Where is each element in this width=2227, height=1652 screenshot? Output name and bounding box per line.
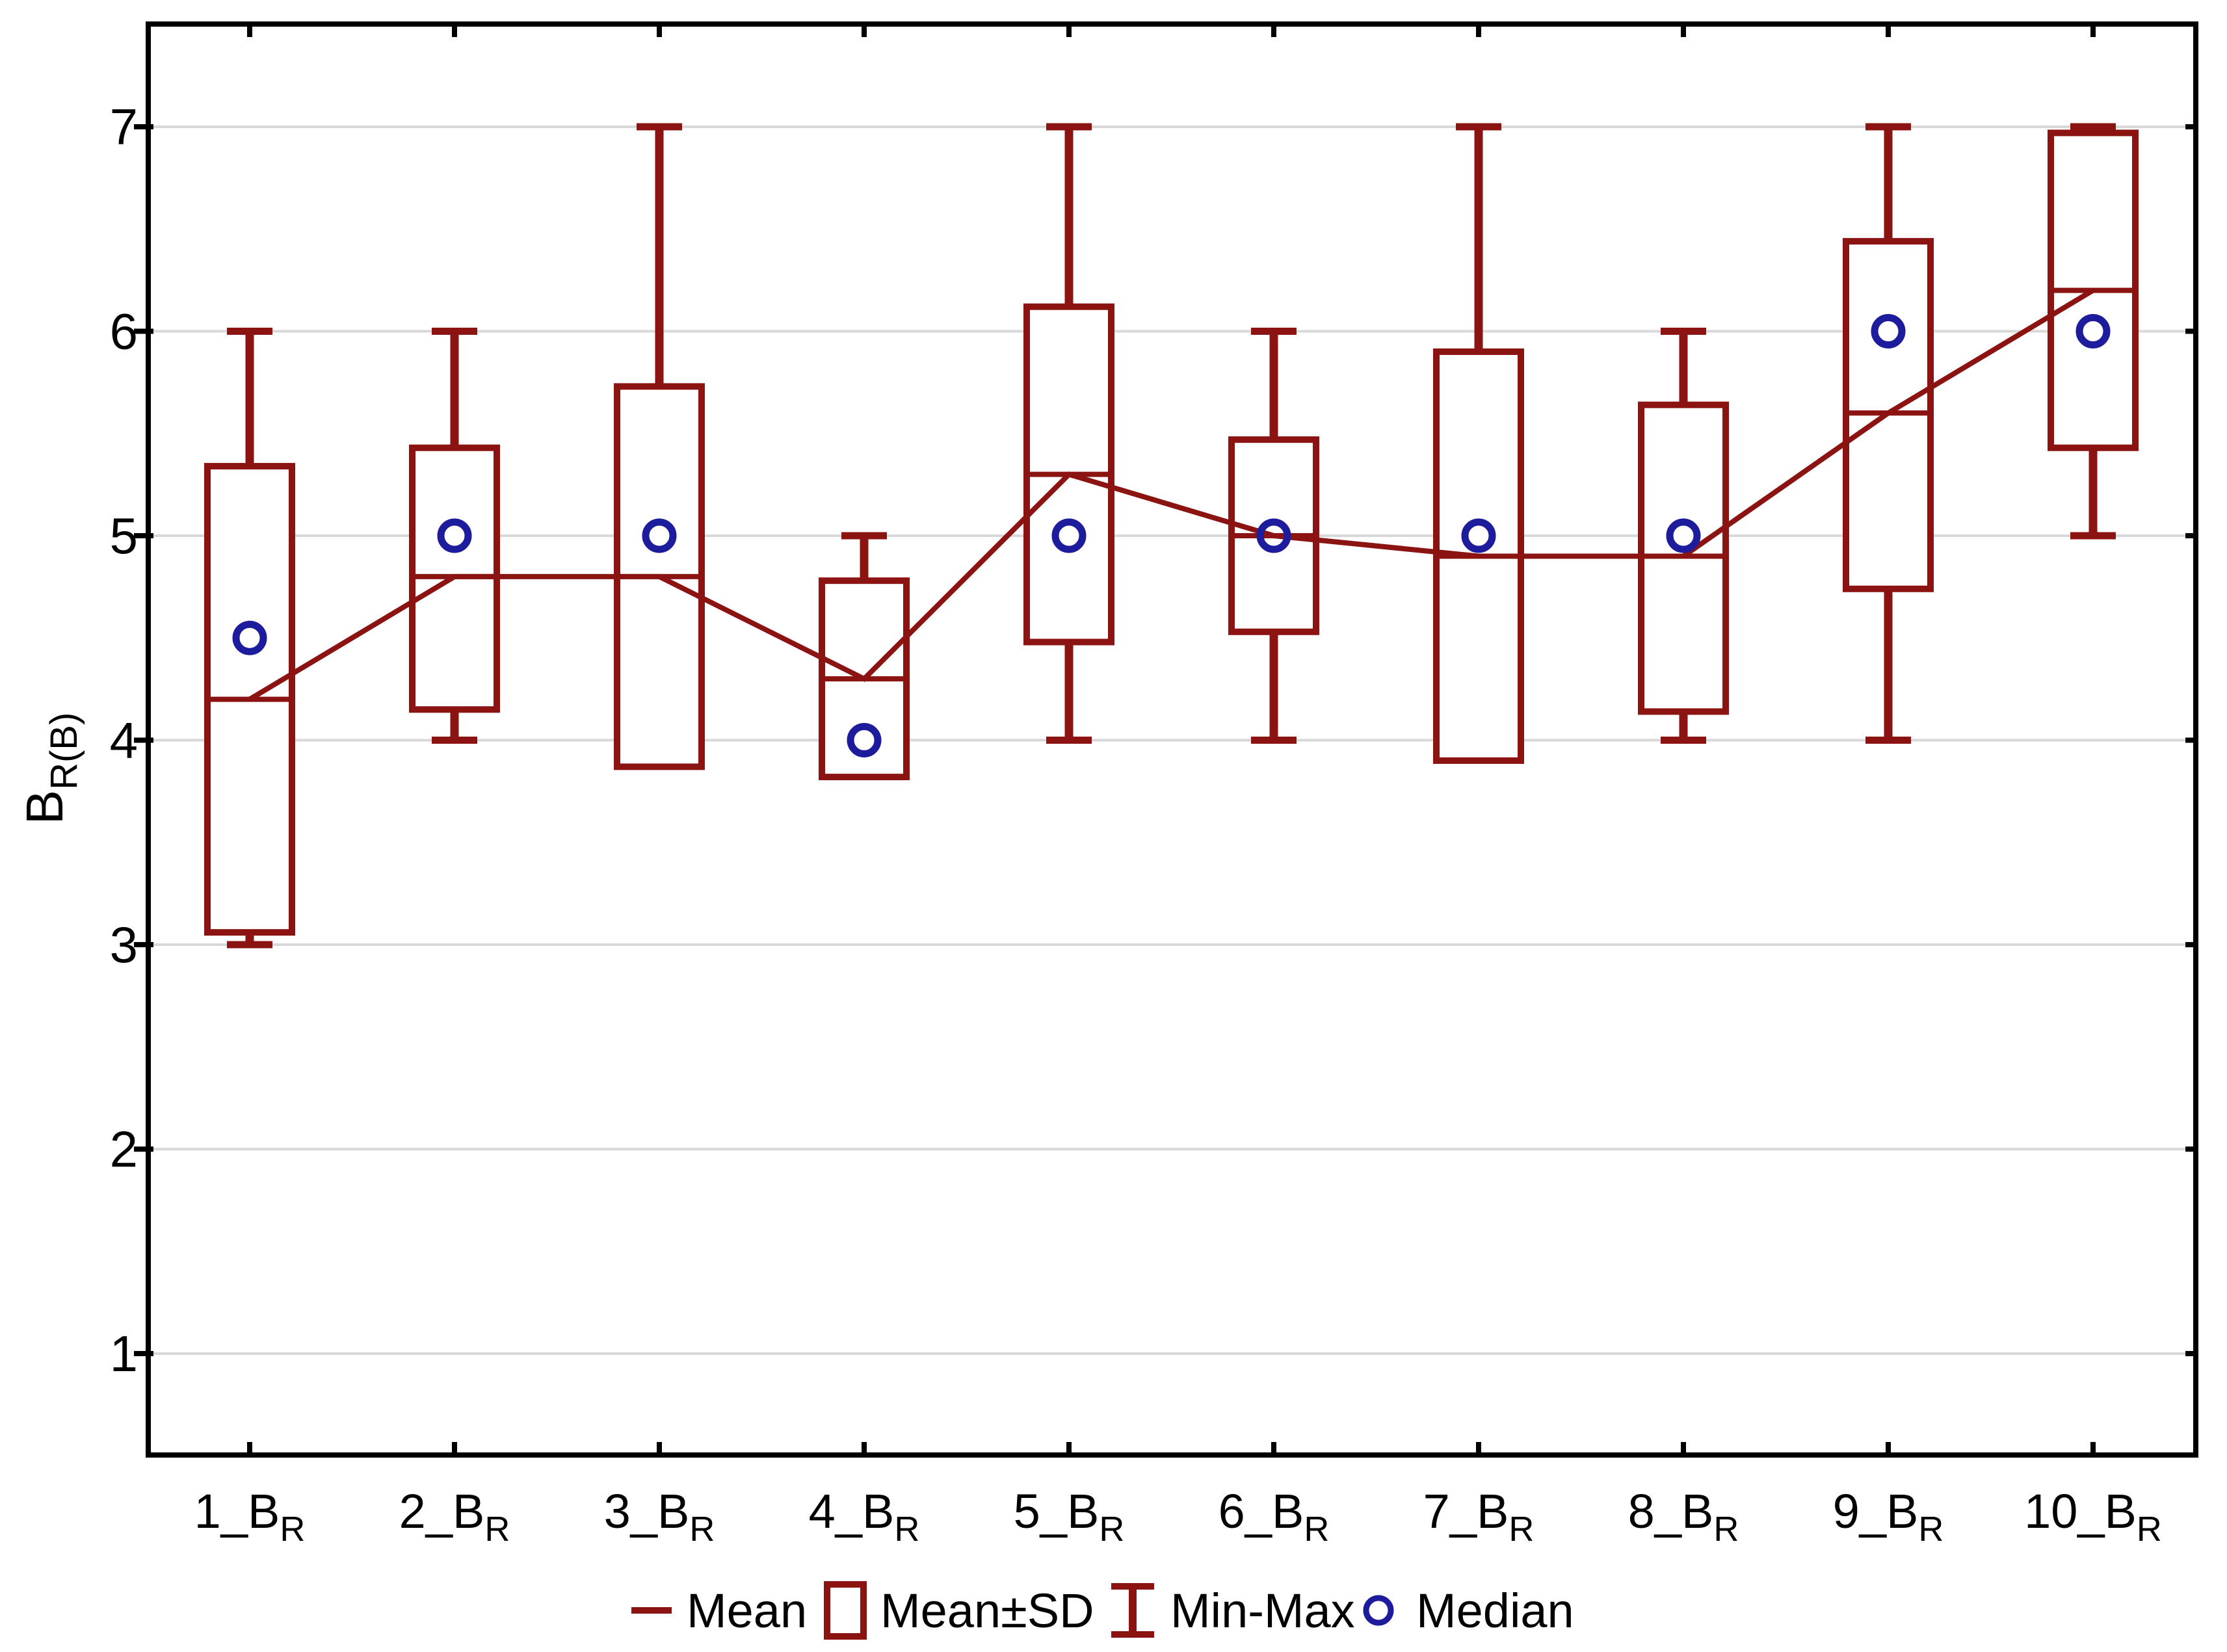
y-tick-label-2: 2 — [110, 1121, 138, 1178]
median-marker-2_B_R — [437, 518, 472, 553]
whisker-7_B_R — [1456, 123, 1501, 361]
legend-item-median-circle: Median — [1363, 1584, 1574, 1638]
median-marker-4_B_R — [847, 723, 882, 757]
legend-item-mean-sd-box: Mean±SD — [824, 1581, 1094, 1640]
x-tick-label-8_B_R: 8_BR — [1628, 1484, 1739, 1549]
median-circle-icon — [1363, 1595, 1394, 1626]
legend-label: Mean — [687, 1584, 807, 1638]
mean-sd-box-icon — [824, 1581, 867, 1640]
median-marker-6_B_R — [1256, 518, 1291, 553]
y-tick-label-6: 6 — [110, 303, 138, 360]
median-marker-3_B_R — [642, 518, 677, 553]
x-tick-label-2_B_R: 2_BR — [399, 1484, 510, 1549]
median-marker-1_B_R — [232, 620, 267, 655]
x-tick-label-10_B_R: 10_BR — [2024, 1484, 2162, 1549]
median-marker-9_B_R — [1871, 314, 1906, 348]
median-marker-8_B_R — [1666, 518, 1701, 553]
x-tick-label-1_B_R: 1_BR — [194, 1484, 306, 1549]
whisker-9_B_R — [1865, 123, 1911, 744]
legend-item-min-max-whisker: Min-Max — [1111, 1583, 1355, 1638]
y-tick-label-5: 5 — [110, 507, 138, 564]
legend-item-mean-line: Mean — [631, 1584, 807, 1638]
y-axis-title: BR(B) — [16, 713, 85, 825]
whisker-3_B_R — [637, 123, 682, 397]
y-tick-labels-group: 1 2 3 4 5 6 7 — [110, 98, 138, 1382]
x-tick-label-6_B_R: 6_BR — [1219, 1484, 1330, 1549]
x-tick-label-4_B_R: 4_BR — [809, 1484, 920, 1549]
whisker-6_B_R — [1251, 328, 1297, 744]
median-marker-7_B_R — [1461, 518, 1496, 553]
whisker-2_B_R — [432, 328, 477, 744]
x-tick-label-7_B_R: 7_BR — [1423, 1484, 1535, 1549]
y-tick-label-1: 1 — [110, 1325, 138, 1382]
y-tick-label-3: 3 — [110, 916, 138, 973]
x-tick-label-9_B_R: 9_BR — [1833, 1484, 1944, 1549]
median-markers-group — [232, 314, 2111, 757]
legend-label: Median — [1416, 1584, 1574, 1638]
x-tick-label-5_B_R: 5_BR — [1014, 1484, 1125, 1549]
mean-connecting-line — [248, 288, 2095, 702]
whisker-5_B_R — [1046, 123, 1092, 744]
x-tick-labels-group: 1_BR 2_BR 3_BR 4_BR 5_BR 6_BR 7_BR 8_BR 9_BR 10_B… — [194, 1484, 2162, 1549]
legend-label: Min-Max — [1170, 1584, 1355, 1638]
legend: Mean Mean±SD Min-Max Median — [631, 1581, 1574, 1640]
legend-label: Mean±SD — [880, 1584, 1094, 1638]
y-tick-label-4: 4 — [110, 712, 138, 769]
mean-markers-group — [207, 287, 2135, 702]
x-tick-label-3_B_R: 3_BR — [604, 1484, 715, 1549]
y-tick-label-7: 7 — [110, 98, 138, 155]
median-marker-10_B_R — [2075, 314, 2111, 348]
median-marker-5_B_R — [1051, 518, 1087, 553]
plot-frame — [146, 21, 2198, 1458]
